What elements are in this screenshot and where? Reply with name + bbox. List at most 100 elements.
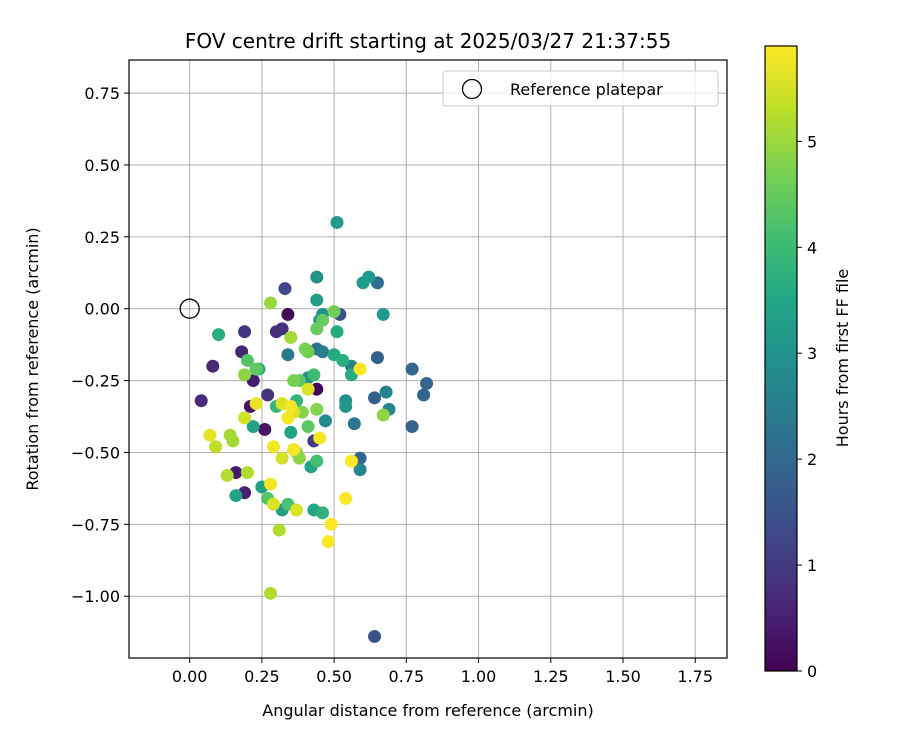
y-tick-label: −0.25	[71, 372, 120, 391]
data-point	[275, 451, 289, 465]
colorbar-tick-label: 4	[807, 238, 817, 257]
legend-box	[442, 70, 719, 107]
data-point	[287, 374, 301, 388]
x-axis-label: Angular distance from reference (arcmin)	[262, 701, 593, 720]
data-point	[344, 454, 358, 468]
data-point	[246, 420, 260, 434]
reference-marker-layer	[179, 298, 200, 319]
data-point	[264, 477, 278, 491]
x-tick-label: 1.75	[677, 667, 713, 686]
data-point	[310, 293, 324, 307]
data-point	[370, 351, 384, 365]
data-point	[368, 391, 382, 405]
y-axis-ticks: 0.75 0.50 0.25 0.00 −0.25 −0.50 −0.75 −1.00	[71, 84, 129, 606]
data-point	[281, 307, 295, 321]
data-point	[275, 322, 289, 336]
data-point	[405, 420, 419, 434]
colorbar-tick-label: 2	[807, 450, 817, 469]
data-point	[417, 388, 431, 402]
data-point	[362, 270, 376, 284]
data-point	[301, 382, 315, 396]
data-point	[229, 489, 243, 503]
data-point	[284, 399, 298, 413]
data-point	[266, 440, 280, 454]
data-points	[194, 215, 434, 643]
legend: Reference platepar	[442, 70, 719, 107]
y-tick-label: −0.50	[71, 443, 120, 462]
data-point	[238, 368, 252, 382]
data-point	[330, 325, 344, 339]
data-point	[249, 397, 263, 411]
y-tick-label: −0.75	[71, 515, 120, 534]
data-point	[298, 342, 312, 356]
colorbar-tick-label: 3	[807, 344, 817, 363]
y-tick-label: −1.00	[71, 587, 120, 606]
data-point	[353, 362, 367, 376]
y-axis-label: Rotation from reference (arcmin)	[23, 227, 42, 490]
data-point	[209, 440, 223, 454]
plot-frame	[128, 59, 728, 659]
data-point	[339, 399, 353, 413]
reference-platepar-marker	[179, 298, 200, 319]
data-point	[290, 503, 304, 517]
data-point	[212, 328, 226, 342]
data-point	[278, 282, 292, 296]
x-tick-label: 1.00	[461, 667, 497, 686]
data-point	[347, 417, 361, 431]
data-point	[327, 305, 341, 319]
data-point	[249, 362, 263, 376]
colorbar-label: Hours from first FF file	[833, 269, 852, 448]
data-point	[281, 348, 295, 362]
colorbar-gradient	[764, 45, 798, 672]
data-point	[284, 425, 298, 439]
data-point	[376, 408, 390, 422]
colorbar-tick-label: 5	[807, 132, 817, 151]
data-point	[261, 388, 275, 402]
y-tick-label: 0.75	[84, 84, 120, 103]
data-point	[310, 402, 324, 416]
colorbar-tick-label: 0	[807, 662, 817, 681]
data-point	[316, 345, 330, 359]
y-tick-label: 0.50	[84, 156, 120, 175]
data-point	[316, 506, 330, 520]
colorbar-tick-label: 1	[807, 556, 817, 575]
data-point	[240, 353, 254, 367]
data-point	[194, 394, 208, 408]
colorbar-ticks: 0 1 2 3 4 5	[797, 132, 817, 681]
data-point	[324, 517, 338, 531]
data-point	[264, 296, 278, 310]
data-point	[310, 454, 324, 468]
data-point	[339, 491, 353, 505]
chart-title: FOV centre drift starting at 2025/03/27 …	[185, 29, 671, 53]
data-point	[240, 466, 254, 480]
grid-lines	[129, 60, 727, 658]
y-tick-label: 0.00	[84, 300, 120, 319]
data-point	[379, 385, 393, 399]
data-point	[307, 368, 321, 382]
data-point	[318, 414, 332, 428]
x-axis-ticks: 0.00 0.25 0.50 0.75 1.00 1.25 1.50 1.75	[172, 658, 713, 686]
data-point	[238, 411, 252, 425]
data-point	[281, 411, 295, 425]
legend-entry-label: Reference platepar	[510, 80, 663, 99]
x-tick-label: 0.50	[316, 667, 352, 686]
data-point	[405, 362, 419, 376]
data-point	[368, 629, 382, 643]
data-point	[301, 420, 315, 434]
data-point	[272, 523, 286, 537]
x-tick-label: 0.25	[244, 667, 280, 686]
data-point	[238, 325, 252, 339]
data-point	[353, 463, 367, 477]
data-point	[321, 535, 335, 549]
data-point	[206, 359, 220, 373]
legend-open-circle-icon	[461, 78, 483, 100]
data-point	[336, 353, 350, 367]
data-point	[287, 443, 301, 457]
x-tick-label: 0.00	[172, 667, 208, 686]
data-point	[376, 307, 390, 321]
data-point	[310, 270, 324, 284]
data-point	[284, 330, 298, 344]
data-point	[264, 586, 278, 600]
x-tick-label: 1.50	[605, 667, 641, 686]
